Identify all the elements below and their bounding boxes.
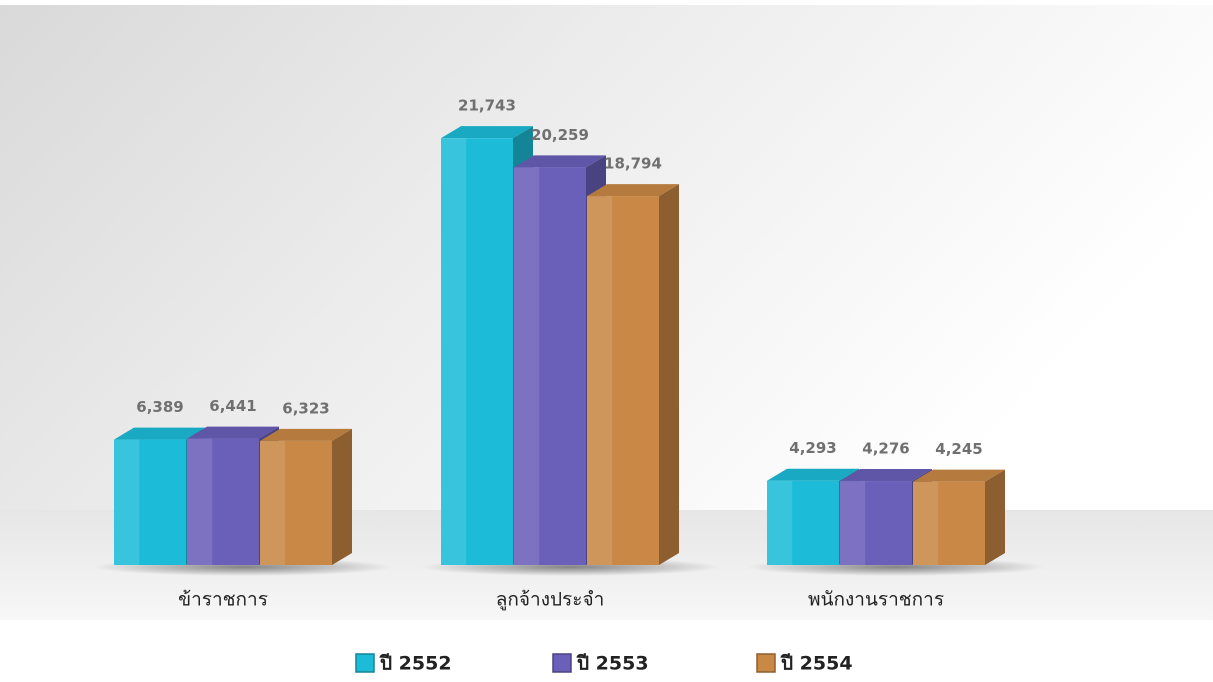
bar-top xyxy=(514,155,606,168)
bar-highlight xyxy=(514,167,540,565)
bar-highlight xyxy=(187,438,213,565)
bar-top xyxy=(913,469,1005,482)
value-label: 4,293 xyxy=(789,439,836,457)
bar xyxy=(913,481,985,565)
bar xyxy=(767,480,839,565)
value-label: 20,259 xyxy=(531,126,589,144)
bar xyxy=(187,438,259,565)
bar xyxy=(114,439,186,565)
bar-top xyxy=(441,126,533,139)
bar-highlight xyxy=(587,196,613,565)
bar-highlight xyxy=(913,481,939,565)
value-label: 4,276 xyxy=(862,440,909,458)
value-label: 6,323 xyxy=(282,399,329,417)
legend-label: ปี 2554 xyxy=(780,653,852,675)
legend-area xyxy=(0,620,1213,682)
category-label: พนักงานราชการ xyxy=(808,589,944,611)
value-label: 4,245 xyxy=(935,440,982,458)
bar xyxy=(514,167,586,565)
bar-top xyxy=(767,468,859,481)
legend-swatch xyxy=(552,653,572,673)
bar-highlight xyxy=(840,481,866,565)
bar-highlight xyxy=(114,439,140,565)
bar-highlight xyxy=(767,480,793,565)
bar xyxy=(840,481,912,565)
bar-top xyxy=(587,184,679,197)
bar-highlight xyxy=(441,138,467,565)
bar-top xyxy=(114,427,206,440)
bar-highlight xyxy=(260,440,286,565)
bar-side xyxy=(659,184,679,565)
bar xyxy=(441,138,513,565)
value-label: 6,441 xyxy=(209,397,256,415)
legend-label: ปี 2553 xyxy=(576,653,648,675)
bar-top xyxy=(260,428,352,441)
value-label: 21,743 xyxy=(458,97,516,115)
bar-side xyxy=(985,469,1005,565)
category-label: ข้าราชการ xyxy=(178,589,268,611)
bar xyxy=(260,440,332,565)
legend-swatch xyxy=(756,653,776,673)
value-label: 6,389 xyxy=(136,398,183,416)
category-label: ลูกจ้างประจำ xyxy=(496,589,605,611)
bar-top xyxy=(840,469,932,482)
bar-top xyxy=(187,426,279,439)
bar xyxy=(587,196,659,565)
bar-side xyxy=(332,428,352,565)
value-label: 18,794 xyxy=(604,155,662,173)
legend-label: ปี 2552 xyxy=(379,653,451,675)
legend-swatch xyxy=(355,653,375,673)
